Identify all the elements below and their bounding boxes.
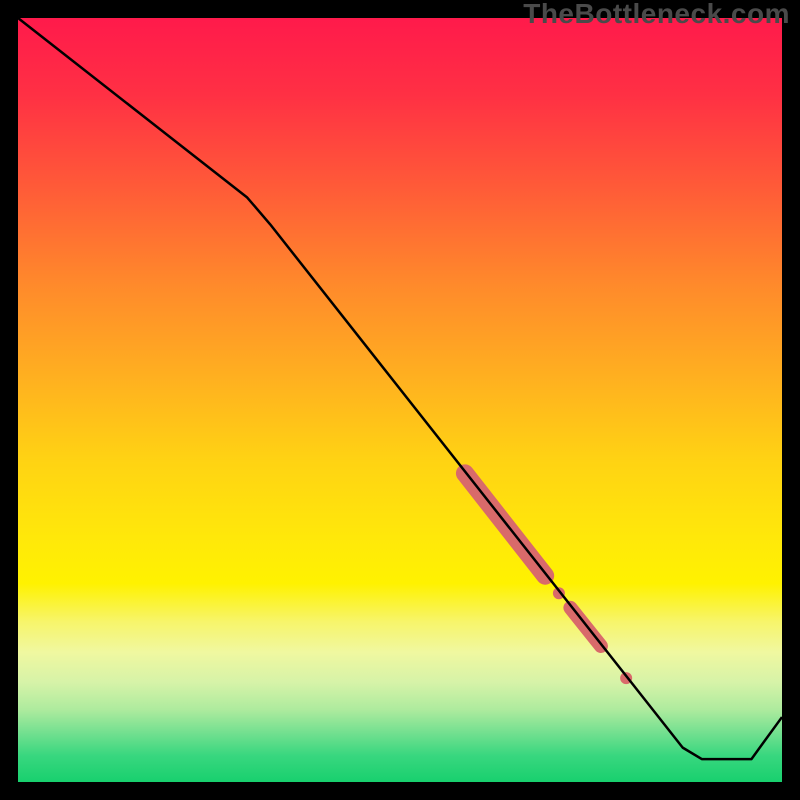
curve-layer [18, 18, 782, 782]
highlight-capsule [570, 608, 601, 646]
chart-container: TheBottleneck.com [0, 0, 800, 800]
main-curve [18, 18, 782, 759]
plot-area [18, 18, 782, 782]
watermark-text: TheBottleneck.com [523, 0, 790, 30]
highlight-capsule [465, 473, 545, 575]
